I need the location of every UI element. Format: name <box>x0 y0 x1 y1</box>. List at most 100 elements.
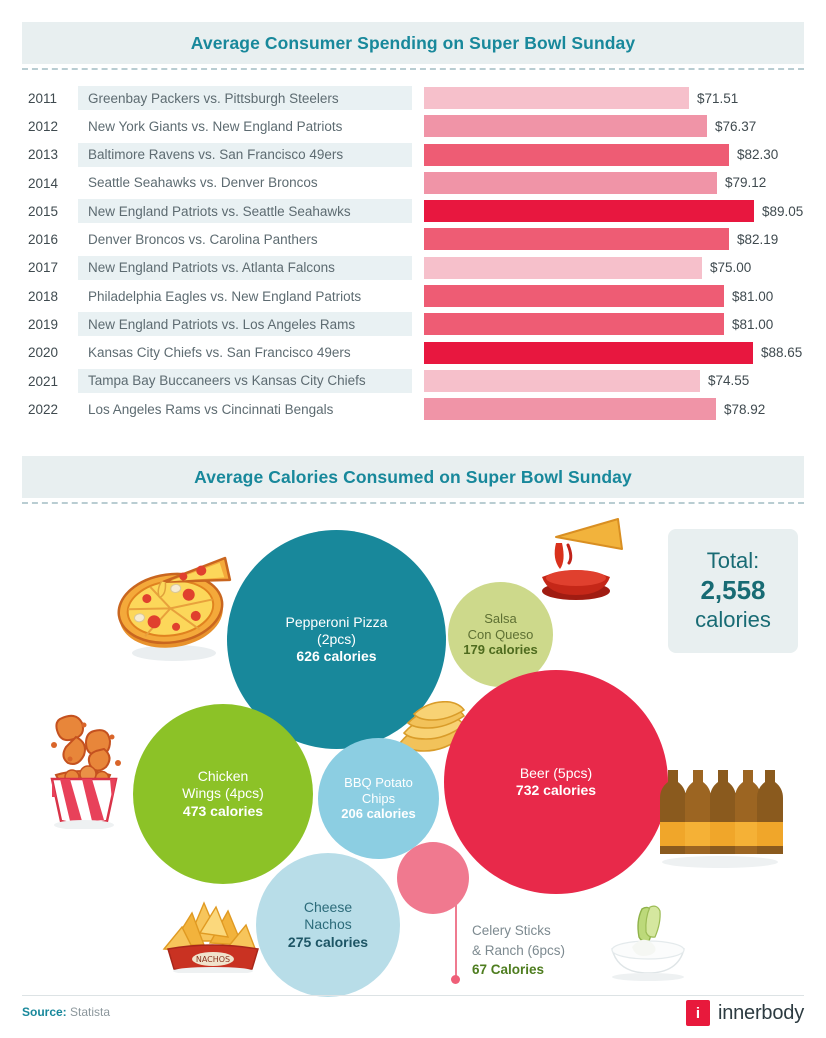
bar-matchup-label: Baltimore Ravens vs. San Francisco 49ers <box>78 142 412 167</box>
bubble-salsa-con-queso: Salsa Con Queso 179 calories <box>448 582 553 687</box>
bubble-beer: Beer (5pcs) 732 calories <box>444 670 668 894</box>
bubble-name-line2: (2pcs) <box>317 630 356 647</box>
calories-divider <box>22 502 804 504</box>
bar-row: 2019 New England Patriots vs. Los Angeles… <box>0 310 826 338</box>
bar-matchup-label: Denver Broncos vs. Carolina Panthers <box>88 231 318 247</box>
source-label: Source: <box>22 1005 67 1019</box>
bar-value-label: $75.00 <box>710 260 752 276</box>
bar-row: 2020 Kansas City Chiefs vs. San Francisco… <box>0 339 826 367</box>
celery-label-line1: Celery Sticks <box>472 923 551 938</box>
bar-fill <box>424 171 717 194</box>
bar-fill <box>424 313 724 336</box>
bar-track <box>424 115 754 138</box>
bar-value-label: $82.19 <box>737 231 779 247</box>
bar-fill <box>424 87 689 109</box>
bubble-name-line1: Cheese <box>303 899 353 916</box>
bar-value-label: $79.12 <box>725 175 767 191</box>
bar-row: 2015 New England Patriots vs. Seattle Sea… <box>0 197 826 225</box>
calories-section-header: Average Calories Consumed on Super Bowl … <box>22 456 804 498</box>
celery-callout-text: Celery Sticks & Ranch (6pcs) 67 Calories <box>472 921 565 980</box>
bar-fill <box>424 143 729 166</box>
bar-value-label: $89.05 <box>762 203 804 219</box>
bubble-name-line1: Chicken <box>197 768 249 785</box>
celery-calories: 67 Calories <box>472 962 545 978</box>
bubble-chicken-wings: Chicken Wings (4pcs) 473 calories <box>133 704 313 884</box>
celery-ranch-icon <box>598 903 698 981</box>
innerbody-logo[interactable]: i innerbody <box>685 1000 804 1026</box>
bubble-name-line1: Pepperoni Pizza <box>285 613 388 630</box>
source-credit: Source: Statista <box>22 1005 110 1019</box>
bar-track <box>424 285 754 308</box>
bar-fill <box>424 398 716 421</box>
bubble-calories: 275 calories <box>287 933 369 950</box>
spending-section-title: Average Consumer Spending on Super Bowl … <box>190 32 636 53</box>
bubble-bbq-potato-chips: BBQ Potato Chips 206 calories <box>318 738 439 859</box>
bar-matchup-label: Tampa Bay Buccaneers vs Kansas City Chie… <box>78 368 412 393</box>
celery-label-line2: & Ranch (6pcs) <box>472 942 566 958</box>
bar-matchup-label: New England Patriots vs. Atlanta Falcons <box>78 255 412 280</box>
bar-matchup-label: New York Giants vs. New England Patriots <box>88 118 343 134</box>
bar-year: 2013 <box>28 147 59 163</box>
bar-matchup-label: Los Angeles Rams vs Cincinnati Bengals <box>88 401 334 417</box>
bar-value-label: $81.00 <box>732 288 774 304</box>
bar-fill <box>424 200 754 223</box>
bubble-name-line2: Chips <box>361 790 396 806</box>
bar-value-label: $74.55 <box>708 373 750 389</box>
celery-callout-dot <box>451 975 460 984</box>
bar-fill <box>424 369 700 392</box>
nachos-icon: NACHOS <box>152 893 274 975</box>
bar-value-label: $81.00 <box>732 316 774 332</box>
bar-matchup-label: Seattle Seahawks vs. Denver Broncos <box>88 175 318 191</box>
bar-year: 2022 <box>28 401 59 417</box>
bar-year: 2018 <box>28 288 59 304</box>
spending-section-header: Average Consumer Spending on Super Bowl … <box>22 22 804 64</box>
bar-year: 2021 <box>28 373 59 389</box>
bar-value-label: $82.30 <box>737 147 779 163</box>
bubble-calories: 473 calories <box>182 802 264 819</box>
total-label: Total: <box>706 548 760 574</box>
footer-divider <box>22 995 804 996</box>
bar-row: 2022 Los Angeles Rams vs Cincinnati Benga… <box>0 395 826 423</box>
celery-callout-line <box>455 901 457 977</box>
innerbody-logo-text: innerbody <box>717 1001 804 1024</box>
beer-bottles-icon <box>658 750 783 870</box>
bubble-calories: 179 calories <box>463 642 538 658</box>
bar-track <box>424 228 754 251</box>
bar-year: 2016 <box>28 232 59 248</box>
bar-row: 2012 New York Giants vs. New England Patr… <box>0 112 826 140</box>
bar-row: 2021 Tampa Bay Buccaneers vs Kansas City … <box>0 367 826 395</box>
bar-value-label: $76.37 <box>715 118 757 134</box>
bubble-name-line2: Nachos <box>304 916 352 933</box>
bar-matchup-label: New England Patriots vs. Seattle Seahawk… <box>78 199 412 224</box>
total-value: 2,558 <box>700 575 766 606</box>
bar-row: 2016 Denver Broncos vs. Carolina Panthers… <box>0 225 826 253</box>
bar-matchup-label: Greenbay Packers vs. Pittsburgh Steelers <box>78 86 412 110</box>
bubble-name-line2: Wings (4pcs) <box>182 785 264 802</box>
bar-fill <box>424 256 702 279</box>
bar-track <box>424 369 754 392</box>
bar-track <box>424 171 754 194</box>
bubble-calories: 206 calories <box>341 806 416 822</box>
bubble-cheese-nachos: Cheese Nachos 275 calories <box>256 853 400 997</box>
bar-value-label: $71.51 <box>697 90 739 106</box>
salsa-dip-icon <box>518 515 628 605</box>
chicken-wings-icon <box>32 701 137 830</box>
bubble-name-line2: Con Queso <box>467 626 534 642</box>
bar-fill <box>424 228 729 251</box>
bar-year: 2014 <box>28 175 59 191</box>
bubble-name-line1: Beer (5pcs) <box>519 764 593 781</box>
bubble-name-line1: BBQ Potato <box>344 774 413 790</box>
bubble-name-line1: Salsa <box>484 610 517 626</box>
bar-year: 2012 <box>28 118 59 134</box>
bar-track <box>424 313 754 336</box>
bar-row: 2017 New England Patriots vs. Atlanta Fal… <box>0 254 826 282</box>
bar-matchup-label: New England Patriots vs. Los Angeles Ram… <box>78 312 412 337</box>
bar-track <box>424 256 754 279</box>
bar-track <box>424 200 754 223</box>
bubble-pepperoni-pizza: Pepperoni Pizza (2pcs) 626 calories <box>227 530 446 749</box>
bar-year: 2019 <box>28 317 59 333</box>
bar-year: 2015 <box>28 203 59 219</box>
total-unit: calories <box>695 606 771 632</box>
bar-year: 2020 <box>28 345 59 361</box>
